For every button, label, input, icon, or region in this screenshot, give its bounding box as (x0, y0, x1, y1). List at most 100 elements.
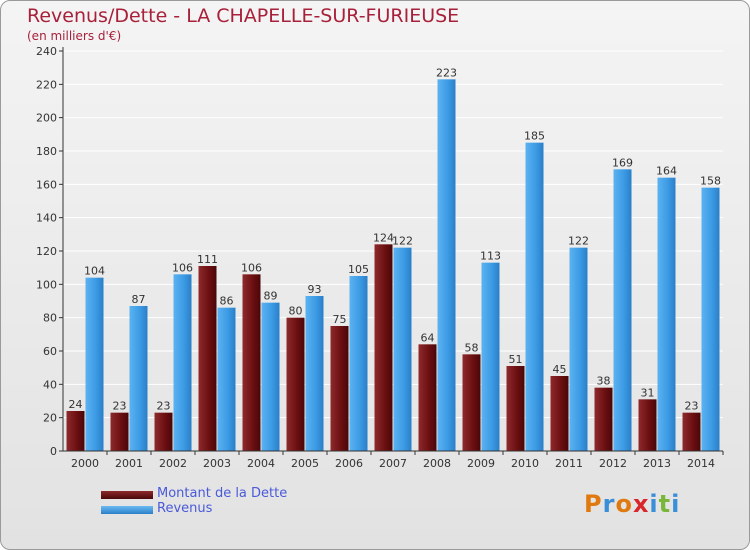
bar-dette (418, 344, 437, 451)
x-tick-label: 2012 (599, 457, 627, 470)
proxiti-logo: Proxiti (584, 490, 680, 518)
chart-subtitle: (en milliers d'€) (27, 29, 122, 43)
logo-letter: x (632, 490, 650, 518)
bar-revenus (657, 177, 676, 451)
data-label-revenus: 89 (264, 290, 278, 303)
legend-swatch-revenus (101, 506, 153, 514)
data-label-revenus: 104 (84, 265, 105, 278)
data-label-dette: 51 (509, 353, 523, 366)
legend-label-dette: Montant de la Dette (157, 486, 288, 501)
x-tick-label: 2014 (687, 457, 715, 470)
x-tick-label: 2000 (71, 457, 99, 470)
x-tick-label: 2006 (335, 457, 363, 470)
bar-dette (110, 412, 129, 451)
y-tick-label: 240 (36, 45, 57, 58)
bar-revenus (525, 142, 544, 451)
data-label-dette: 111 (197, 253, 218, 266)
data-label-dette: 23 (113, 400, 127, 413)
data-label-dette: 80 (289, 305, 303, 318)
bar-revenus (569, 247, 588, 451)
bar-dette (154, 412, 173, 451)
data-label-dette: 38 (597, 375, 611, 388)
data-label-dette: 124 (373, 231, 394, 244)
logo-letter: i (671, 490, 681, 518)
bar-revenus (701, 187, 720, 451)
y-tick-label: 200 (36, 112, 57, 125)
y-tick-label: 40 (43, 378, 57, 391)
bar-revenus (173, 274, 192, 451)
y-tick-label: 140 (36, 212, 57, 225)
legend-label-revenus: Revenus (157, 501, 213, 516)
data-label-dette: 64 (421, 331, 435, 344)
bar-revenus (613, 169, 632, 452)
data-label-revenus: 223 (436, 66, 457, 79)
bar-revenus (129, 306, 148, 451)
data-label-dette: 45 (553, 363, 567, 376)
y-tick-label: 80 (43, 312, 57, 325)
x-tick-label: 2009 (467, 457, 495, 470)
data-label-dette: 58 (465, 341, 479, 354)
data-label-revenus: 185 (524, 130, 545, 143)
bar-dette (462, 354, 481, 451)
y-tick-label: 220 (36, 78, 57, 91)
y-tick-label: 0 (50, 445, 57, 458)
x-tick-label: 2010 (511, 457, 539, 470)
x-tick-label: 2013 (643, 457, 671, 470)
bar-dette (682, 412, 701, 451)
logo-letter: P (584, 490, 603, 518)
bar-dette (66, 411, 85, 451)
y-tick-label: 180 (36, 145, 57, 158)
data-labels: 2410423872310611186106898093751051241226… (69, 66, 722, 412)
legend-swatch-dette (101, 491, 153, 499)
x-tick-label: 2002 (159, 457, 187, 470)
bar-dette (506, 366, 525, 451)
data-label-revenus: 164 (656, 165, 677, 178)
chart-title: Revenus/Dette - LA CHAPELLE-SUR-FURIEUSE (27, 5, 460, 27)
x-tick-label: 2011 (555, 457, 583, 470)
y-tick-label: 100 (36, 278, 57, 291)
bar-dette (198, 266, 217, 451)
data-label-revenus: 106 (172, 261, 193, 274)
bar-dette (286, 317, 305, 451)
y-tick-label: 120 (36, 245, 57, 258)
x-tick-label: 2007 (379, 457, 407, 470)
bar-dette (330, 326, 349, 451)
bar-dette (638, 399, 657, 451)
x-tick-label: 2003 (203, 457, 231, 470)
gridlines (63, 50, 723, 419)
x-tick-label: 2004 (247, 457, 275, 470)
data-label-revenus: 93 (308, 283, 322, 296)
logo-letter: o (615, 490, 633, 518)
bar-revenus (393, 247, 412, 451)
bar-dette (550, 376, 569, 451)
data-label-dette: 75 (333, 313, 347, 326)
bar-dette (242, 274, 261, 451)
logo-letter: t (658, 490, 672, 518)
bar-revenus (305, 296, 324, 451)
data-label-revenus: 87 (132, 293, 146, 306)
data-label-revenus: 113 (480, 250, 501, 263)
bar-revenus (437, 79, 456, 451)
bar-revenus (85, 277, 104, 451)
bar-dette (374, 244, 393, 451)
data-label-revenus: 105 (348, 263, 369, 276)
logo-letter: r (602, 490, 616, 518)
x-tick-label: 2005 (291, 457, 319, 470)
bar-dette (594, 387, 613, 451)
data-label-revenus: 86 (220, 295, 234, 308)
data-label-dette: 23 (685, 400, 699, 413)
bar-revenus (481, 262, 500, 451)
bar-revenus (261, 302, 280, 451)
axes: 0 20 40 60 80 100 120 140 160 180 200 220 240 2000 200… (36, 45, 724, 470)
data-label-dette: 24 (69, 398, 83, 411)
data-label-dette: 31 (641, 386, 655, 399)
bars (66, 79, 720, 452)
data-label-revenus: 169 (612, 156, 633, 169)
logo-letter: i (649, 490, 659, 518)
y-tick-label: 160 (36, 178, 57, 191)
x-tick-label: 2008 (423, 457, 451, 470)
bar-revenus (217, 307, 236, 451)
data-label-revenus: 158 (700, 175, 721, 188)
